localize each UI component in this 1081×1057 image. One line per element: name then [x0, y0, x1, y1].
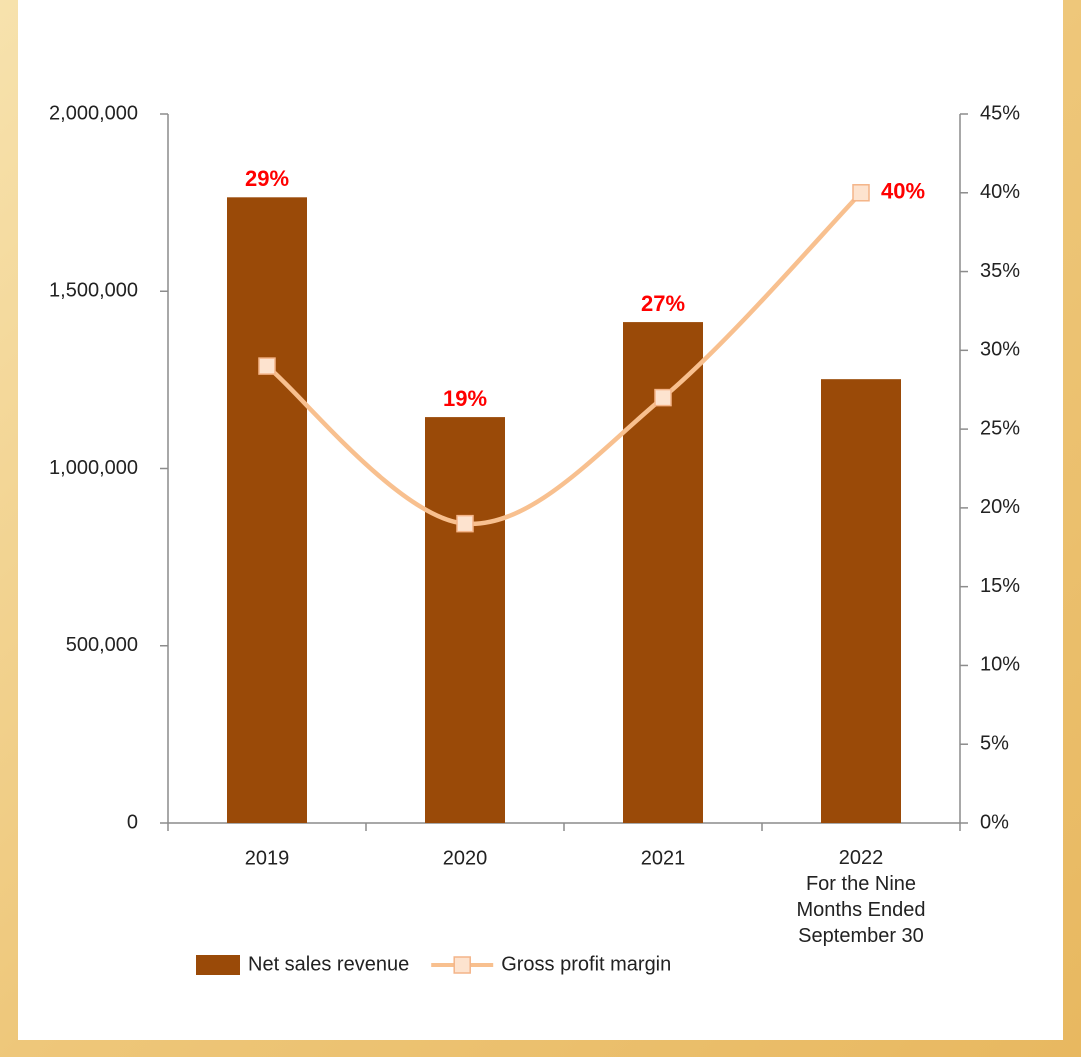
legend-swatch — [196, 955, 240, 975]
x-tick-label: 2019 — [245, 847, 290, 869]
y2-tick-label: 35% — [980, 260, 1020, 282]
y2-tick-label: 40% — [980, 181, 1020, 203]
bar — [425, 417, 505, 823]
y2-tick-label: 30% — [980, 339, 1020, 361]
y-tick-label: 500,000 — [66, 634, 138, 656]
y2-tick-label: 15% — [980, 575, 1020, 597]
y-tick-label: 1,500,000 — [49, 280, 138, 302]
y-tick-label: 2,000,000 — [49, 102, 138, 124]
legend-label: Net sales revenue — [248, 953, 409, 975]
legend-swatch — [453, 956, 471, 974]
y-tick-label: 1,000,000 — [49, 457, 138, 479]
marker — [456, 514, 474, 533]
line — [265, 191, 863, 526]
y-tick-label: 0 — [127, 811, 138, 833]
marker — [654, 388, 672, 407]
y2-tick-label: 5% — [980, 733, 1009, 755]
x-tick-label: 2020 — [443, 847, 488, 869]
y2-tick-label: 10% — [980, 654, 1020, 676]
bar — [821, 379, 901, 823]
value-label: 27% — [641, 291, 685, 316]
marker — [852, 184, 870, 202]
y2-tick-label: 45% — [980, 102, 1020, 124]
x-tick-label: 2021 — [641, 847, 686, 869]
x-tick-label: 2022 For the Nine Months Ended September 30 — [797, 847, 926, 947]
legend-label: Gross profit margin — [501, 953, 671, 975]
y2-tick-label: 0% — [980, 811, 1009, 833]
marker — [258, 357, 276, 375]
y2-tick-label: 25% — [980, 417, 1020, 439]
y2-tick-label: 20% — [980, 496, 1020, 518]
value-label: 19% — [443, 386, 487, 411]
bar — [227, 197, 307, 823]
value-label: 29% — [245, 166, 289, 191]
value-label: 40% — [881, 179, 925, 204]
